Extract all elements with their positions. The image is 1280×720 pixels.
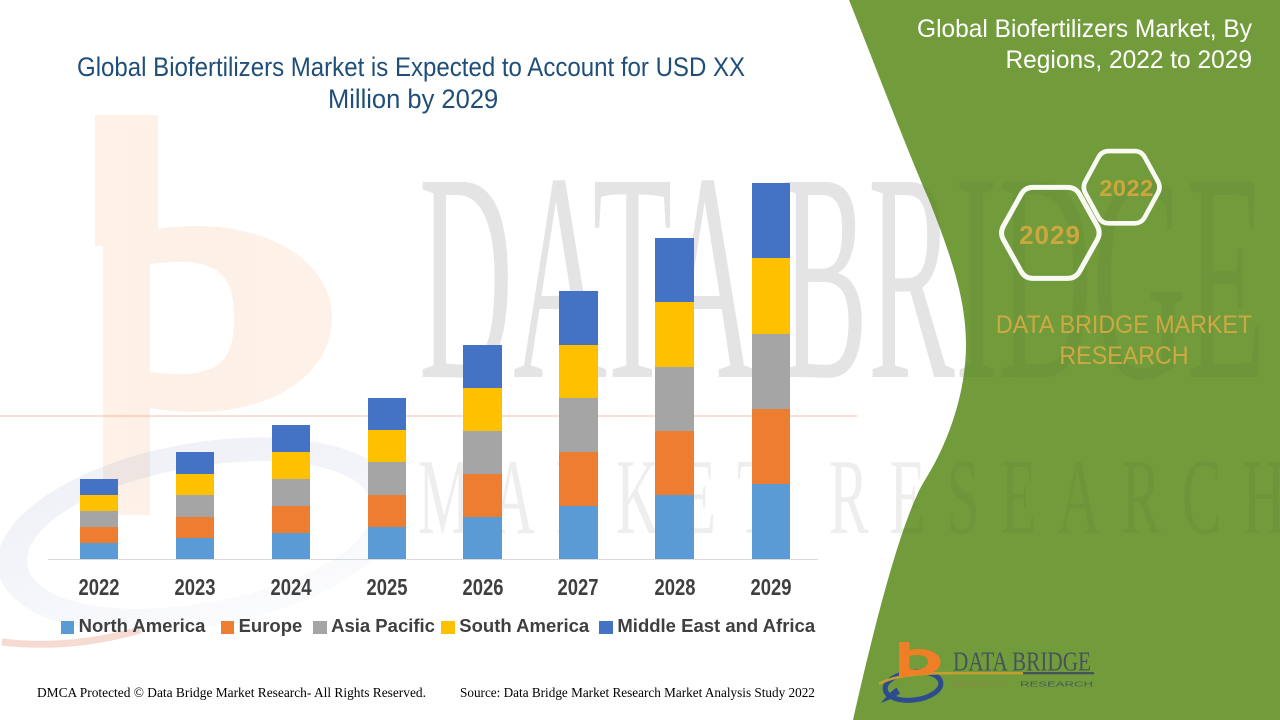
svg-text:MARKET: MARKET [953, 682, 1010, 689]
svg-text:RESEARCH: RESEARCH [1020, 682, 1093, 689]
svg-text:DATA BRIDGE: DATA BRIDGE [953, 646, 1091, 677]
